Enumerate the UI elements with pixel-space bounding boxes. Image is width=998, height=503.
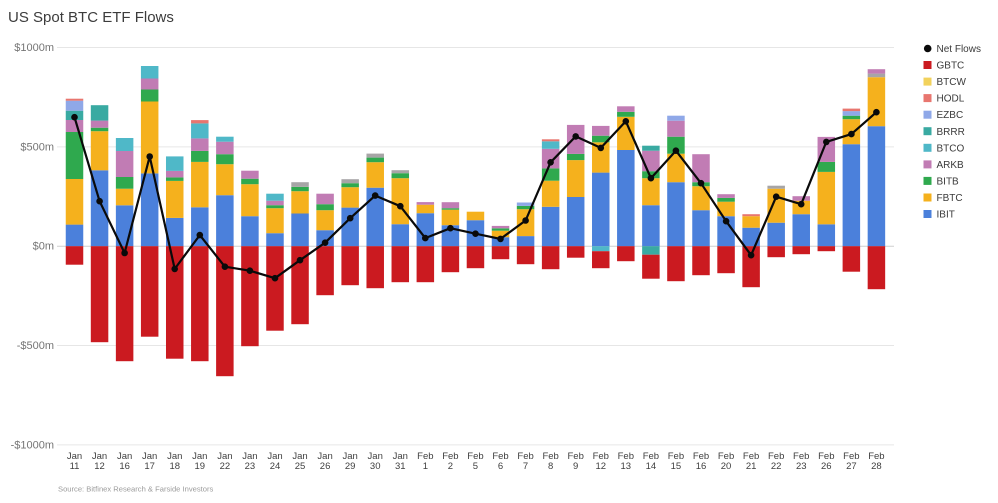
svg-text:GBTC: GBTC (937, 61, 965, 72)
svg-text:BRRR: BRRR (937, 127, 965, 138)
svg-text:Jan: Jan (92, 451, 107, 462)
svg-text:28: 28 (871, 461, 882, 472)
svg-text:Jan: Jan (292, 451, 307, 462)
svg-text:Jan: Jan (167, 451, 182, 462)
svg-text:FBTC: FBTC (937, 193, 963, 204)
svg-text:Feb: Feb (517, 451, 533, 462)
svg-text:22: 22 (220, 461, 231, 472)
svg-text:Jan: Jan (67, 451, 82, 462)
svg-text:Feb: Feb (768, 451, 784, 462)
svg-text:BTCW: BTCW (937, 77, 967, 88)
svg-text:Feb: Feb (417, 451, 433, 462)
svg-text:22: 22 (771, 461, 782, 472)
svg-text:26: 26 (320, 461, 331, 472)
svg-text:Feb: Feb (593, 451, 609, 462)
svg-text:Feb: Feb (693, 451, 709, 462)
svg-text:Feb: Feb (868, 451, 884, 462)
svg-text:Jan: Jan (242, 451, 257, 462)
svg-text:EZBC: EZBC (937, 110, 964, 121)
svg-text:BITB: BITB (937, 176, 960, 187)
svg-text:Jan: Jan (393, 451, 408, 462)
svg-text:Jan: Jan (142, 451, 157, 462)
svg-text:25: 25 (295, 461, 306, 472)
svg-text:21: 21 (746, 461, 757, 472)
svg-text:11: 11 (70, 461, 80, 472)
svg-text:Feb: Feb (843, 451, 859, 462)
svg-text:Jan: Jan (192, 451, 207, 462)
svg-text:Feb: Feb (568, 451, 584, 462)
svg-text:9: 9 (573, 461, 578, 472)
svg-text:19: 19 (195, 461, 206, 472)
svg-text:$500m: $500m (20, 141, 54, 153)
svg-text:6: 6 (498, 461, 503, 472)
svg-text:Feb: Feb (668, 451, 684, 462)
svg-text:Feb: Feb (542, 451, 558, 462)
svg-text:29: 29 (345, 461, 356, 472)
svg-text:US Spot BTC ETF Flows: US Spot BTC ETF Flows (8, 9, 174, 26)
svg-text:Jan: Jan (267, 451, 282, 462)
svg-text:16: 16 (696, 461, 707, 472)
svg-text:16: 16 (119, 461, 130, 472)
svg-text:ARKB: ARKB (937, 160, 965, 171)
svg-text:Net Flows: Net Flows (937, 44, 981, 55)
svg-text:12: 12 (94, 461, 105, 472)
svg-text:24: 24 (270, 461, 281, 472)
svg-text:14: 14 (646, 461, 657, 472)
svg-text:18: 18 (169, 461, 180, 472)
svg-text:Feb: Feb (718, 451, 734, 462)
svg-text:Feb: Feb (643, 451, 659, 462)
svg-text:Feb: Feb (442, 451, 458, 462)
svg-text:IBIT: IBIT (937, 210, 955, 221)
svg-text:Jan: Jan (117, 451, 132, 462)
svg-text:12: 12 (595, 461, 606, 472)
svg-text:2: 2 (448, 461, 453, 472)
svg-text:27: 27 (846, 461, 857, 472)
svg-text:$0m: $0m (33, 241, 54, 253)
svg-text:26: 26 (821, 461, 832, 472)
svg-text:HODL: HODL (937, 94, 965, 105)
svg-text:Feb: Feb (618, 451, 634, 462)
svg-text:Feb: Feb (492, 451, 508, 462)
svg-text:13: 13 (621, 461, 632, 472)
svg-text:7: 7 (523, 461, 528, 472)
svg-text:5: 5 (473, 461, 478, 472)
svg-text:Source: Bitfinex Research & Fa: Source: Bitfinex Research & Farside Inve… (58, 485, 214, 494)
svg-text:Jan: Jan (217, 451, 232, 462)
svg-text:Feb: Feb (818, 451, 834, 462)
svg-text:20: 20 (721, 461, 732, 472)
svg-text:BTCO: BTCO (937, 143, 965, 154)
svg-text:Jan: Jan (342, 451, 357, 462)
svg-text:Jan: Jan (368, 451, 383, 462)
svg-text:Feb: Feb (793, 451, 809, 462)
svg-text:Feb: Feb (467, 451, 483, 462)
svg-text:31: 31 (395, 461, 406, 472)
svg-text:23: 23 (245, 461, 256, 472)
svg-text:17: 17 (144, 461, 155, 472)
svg-text:1: 1 (423, 461, 428, 472)
svg-text:Feb: Feb (743, 451, 759, 462)
svg-text:Jan: Jan (317, 451, 332, 462)
svg-text:15: 15 (671, 461, 682, 472)
svg-text:8: 8 (548, 461, 553, 472)
svg-text:-$1000m: -$1000m (11, 439, 54, 451)
svg-text:30: 30 (370, 461, 381, 472)
svg-text:$1000m: $1000m (14, 42, 54, 54)
svg-text:23: 23 (796, 461, 807, 472)
svg-text:-$500m: -$500m (17, 340, 54, 352)
